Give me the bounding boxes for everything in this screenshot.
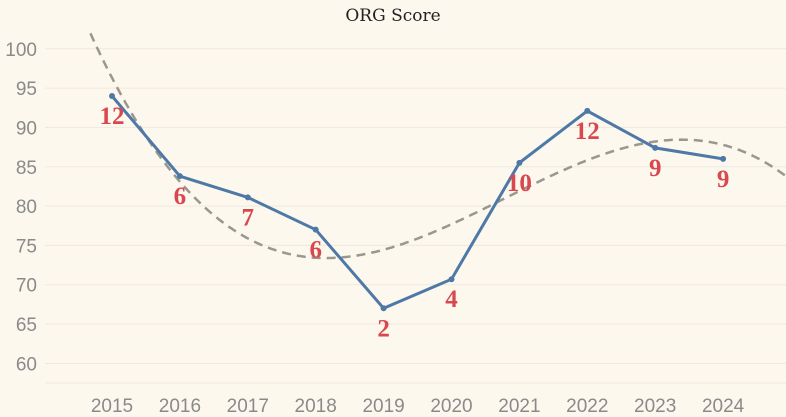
x-tick-label: 2018 [295,396,337,417]
y-tick-label: 65 [16,315,37,336]
data-label: 12 [100,103,125,130]
y-tick-label: 85 [16,158,37,179]
y-tick-label: 70 [16,276,37,297]
y-tick-label: 60 [16,354,37,375]
series-line [110,95,724,311]
data-point [652,144,659,151]
data-point [244,194,251,201]
data-label: 9 [649,155,662,182]
data-label: 9 [717,166,730,193]
y-tick-label: 80 [16,197,37,218]
data-label: 4 [445,286,458,313]
y-axis: 60 65 70 75 80 85 90 95 100 [5,40,37,376]
data-point [176,173,183,180]
data-point [448,276,455,283]
data-label: 10 [507,170,532,197]
y-tick-label: 75 [16,236,37,257]
data-label: 6 [309,237,322,264]
data-label: 2 [377,315,390,342]
y-tick-label: 95 [16,79,37,100]
data-point [720,155,727,162]
x-tick-label: 2023 [634,396,676,417]
data-label: 7 [242,204,255,231]
data-points [109,92,727,312]
data-label: 12 [575,118,600,145]
x-tick-label: 2017 [227,396,269,417]
x-tick-label: 2024 [702,396,745,417]
x-tick-label: 2022 [566,396,608,417]
x-axis: 2015 2016 2017 2018 2019 2020 2021 2022 2023 2024 [91,396,745,417]
chart-title: ORG Score [345,6,440,26]
data-labels: 12 6 7 6 2 4 10 12 9 9 [100,103,730,342]
x-tick-label: 2016 [159,396,201,417]
x-tick-label: 2020 [430,396,472,417]
x-tick-label: 2019 [362,396,404,417]
y-tick-label: 100 [5,40,37,61]
trend-line [89,32,786,260]
data-point [584,107,591,114]
data-label: 6 [174,183,187,210]
data-point [312,226,319,233]
data-point [109,92,115,99]
grid [45,48,786,384]
data-point [380,305,387,312]
x-tick-label: 2015 [91,396,133,417]
x-tick-label: 2021 [498,396,540,417]
data-point [516,159,523,166]
y-tick-label: 90 [16,118,37,139]
